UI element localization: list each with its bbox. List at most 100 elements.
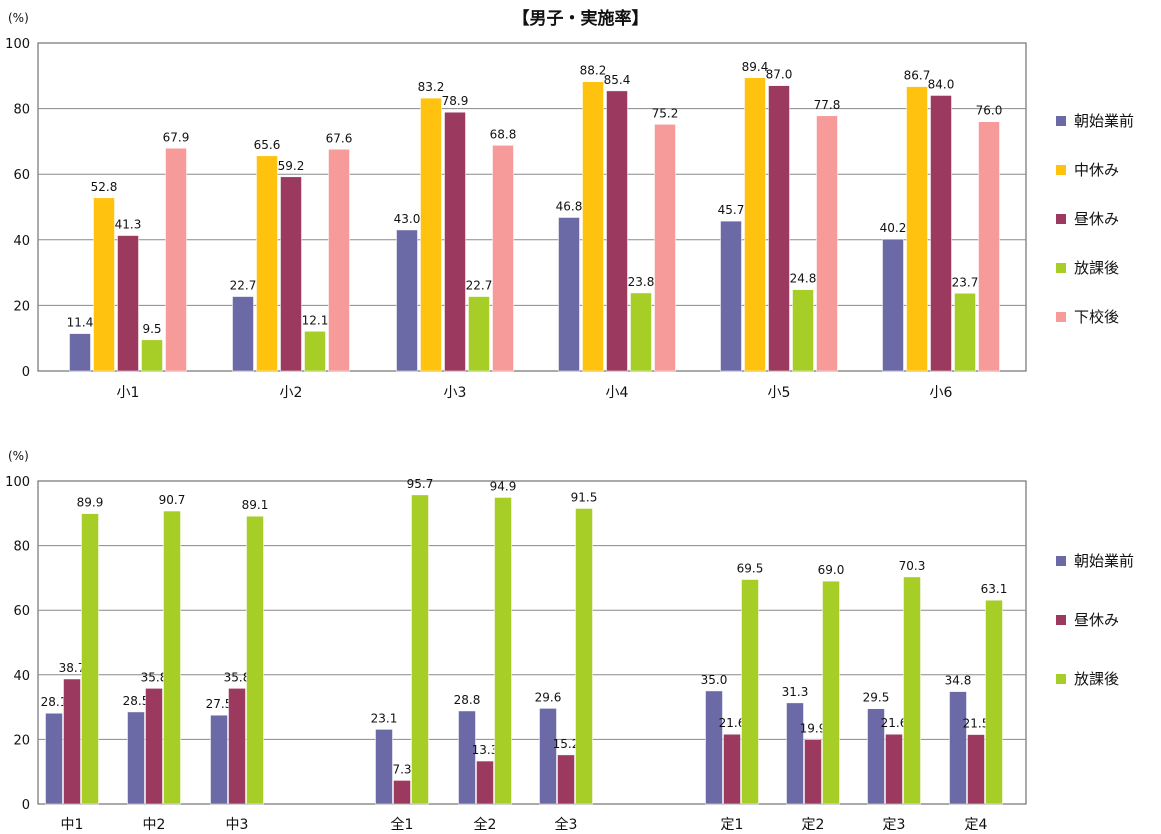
data-label-e5b08f2-e69c9de5a78be6a5ade5898d: 22.7 [230,279,257,293]
data-label-e585a81-e69c9de5a78be6a5ade5898d: 23.1 [371,711,398,725]
y-tick-label-0: 0 [22,365,30,380]
bar-e4b8ad2-e69c9de5a78be6a5ade5898d [127,711,145,805]
category-label-e5b08f2: 小2 [280,385,303,401]
bar-e4b8ad1-e69c9de5a78be6a5ade5898d [45,712,63,805]
bar-e585a81-e69c9de5a78be6a5ade5898d [375,729,393,805]
category-label-e5ae9a1: 定1 [721,817,744,833]
data-label-e5b08f4-e698bce4bc91e381bf: 85.4 [604,73,631,87]
data-label-e4b8ad3-e698bce4bc91e381bf: 35.8 [224,670,251,684]
category-label-e585a81: 全1 [391,816,414,833]
data-label-e5ae9a4-e698bce4bc91e381bf: 21.5 [963,717,990,731]
bar-e4b8ad3-e69c9de5a78be6a5ade5898d [210,714,228,805]
y-tick-label-60: 60 [13,604,30,619]
y-tick-label-80: 80 [13,540,30,555]
bar-e5ae9a2-e69c9de5a78be6a5ade5898d [786,702,804,805]
bar-e5b08f4-e4b88be6a0a1e5be8c [654,124,676,372]
bar-e5b08f1-e698bce4bc91e381bf [117,235,139,372]
data-label-e5ae9a4-e69c9de5a78be6a5ade5898d: 34.8 [945,674,972,688]
data-label-e5b08f6-e69c9de5a78be6a5ade5898d: 40.2 [880,221,907,235]
bar-e5b08f4-e4b8ade4bc91e381bf [582,81,604,372]
data-label-e5b08f4-e694bee8aab2e5be8c: 23.8 [628,275,655,289]
bar-e5b08f3-e4b8ade4bc91e381bf [420,97,442,372]
chart1: 0 20 40 60 80 100 (%) 小1 11.4 52.8 41.3 9.5 67.9 小2 22… [5,11,1134,401]
data-label-e5b08f2-e698bce4bc91e381bf: 59.2 [278,159,305,173]
bar-e585a83-e694bee8aab2e5be8c [575,508,593,805]
data-label-e5b08f5-e69c9de5a78be6a5ade5898d: 45.7 [718,203,745,217]
data-label-e5b08f3-e4b8ade4bc91e381bf: 83.2 [418,80,445,94]
bar-e5b08f2-e69c9de5a78be6a5ade5898d [232,296,254,372]
data-label-e5b08f4-e69c9de5a78be6a5ade5898d: 46.8 [556,199,583,213]
bar-e4b8ad1-e694bee8aab2e5be8c [81,513,99,805]
bar-e5b08f5-e4b8ade4bc91e381bf [744,77,766,372]
y-tick-label-40: 40 [13,669,30,684]
bar-e5ae9a4-e69c9de5a78be6a5ade5898d [949,691,967,805]
bar-e5b08f6-e4b88be6a0a1e5be8c [978,121,1000,372]
data-label-e5b08f6-e698bce4bc91e381bf: 84.0 [928,77,955,91]
data-label-e5b08f4-e4b88be6a0a1e5be8c: 75.2 [652,106,679,120]
data-label-e585a83-e694bee8aab2e5be8c: 91.5 [571,490,598,504]
legend-label-e4b8ade4bc91e381bf: 中休み [1074,161,1119,179]
data-label-e5b08f3-e69c9de5a78be6a5ade5898d: 43.0 [394,212,421,226]
legend-label-e4b88be6a0a1e5be8c: 下校後 [1074,308,1119,326]
bar-e5b08f2-e4b8ade4bc91e381bf [256,155,278,372]
legend-swatch-e4b8ade4bc91e381bf [1056,165,1066,175]
legend-swatch-e69c9de5a78be6a5ade5898d [1056,116,1066,126]
data-label-e5b08f1-e698bce4bc91e381bf: 41.3 [115,218,142,232]
bar-e5b08f4-e69c9de5a78be6a5ade5898d [558,217,580,372]
data-label-e4b8ad2-e694bee8aab2e5be8c: 90.7 [159,493,186,507]
data-label-e5b08f6-e4b88be6a0a1e5be8c: 76.0 [976,104,1003,118]
data-label-e4b8ad2-e69c9de5a78be6a5ade5898d: 28.5 [123,694,150,708]
y-tick-label-60: 60 [13,168,30,183]
data-label-e5ae9a2-e694bee8aab2e5be8c: 69.0 [818,563,845,577]
data-label-e5b08f2-e4b8ade4bc91e381bf: 65.6 [254,138,281,152]
bar-e585a83-e69c9de5a78be6a5ade5898d [539,708,557,805]
bar-e5ae9a1-e69c9de5a78be6a5ade5898d [705,690,723,805]
y-axis-unit: (%) [8,11,29,25]
category-label-e5b08f4: 小4 [606,385,629,401]
bar-e5b08f1-e694bee8aab2e5be8c [141,339,163,372]
bar-e585a83-e698bce4bc91e381bf [557,754,575,805]
data-label-e5b08f1-e69c9de5a78be6a5ade5898d: 11.4 [67,316,94,330]
category-label-e5ae9a3: 定3 [883,817,906,833]
bar-e585a82-e698bce4bc91e381bf [476,760,494,805]
bar-e5b08f6-e698bce4bc91e381bf [930,95,952,372]
data-label-e5b08f1-e4b8ade4bc91e381bf: 52.8 [91,180,118,194]
y-tick-label-20: 20 [13,299,30,314]
legend-label-e698bce4bc91e381bf: 昼休み [1074,611,1119,629]
bar-e585a82-e69c9de5a78be6a5ade5898d [458,710,476,805]
plot-area [37,480,1027,805]
category-label-e5ae9a4: 定4 [965,817,988,833]
data-label-e5ae9a1-e698bce4bc91e381bf: 21.6 [719,716,746,730]
data-label-e585a82-e694bee8aab2e5be8c: 94.9 [490,479,517,493]
category-label-e4b8ad1: 中1 [61,817,84,833]
bar-e5b08f2-e694bee8aab2e5be8c [304,331,326,372]
bar-e5b08f5-e694bee8aab2e5be8c [792,289,814,372]
category-label-e5ae9a2: 定2 [802,817,825,833]
data-label-e5ae9a3-e69c9de5a78be6a5ade5898d: 29.5 [863,691,890,705]
bar-e5b08f1-e4b88be6a0a1e5be8c [165,148,187,372]
y-axis-unit: (%) [8,449,29,463]
bar-e5b08f6-e694bee8aab2e5be8c [954,293,976,372]
bar-e585a81-e694bee8aab2e5be8c [411,494,429,805]
data-label-e5b08f1-e4b88be6a0a1e5be8c: 67.9 [163,130,190,144]
data-label-e585a83-e69c9de5a78be6a5ade5898d: 29.6 [535,690,562,704]
data-label-e5ae9a1-e69c9de5a78be6a5ade5898d: 35.0 [701,673,728,687]
legend-label-e69c9de5a78be6a5ade5898d: 朝始業前 [1074,112,1134,130]
legend-swatch-e4b88be6a0a1e5be8c [1056,312,1066,322]
category-label-e5b08f3: 小3 [444,385,467,401]
data-label-e5ae9a2-e69c9de5a78be6a5ade5898d: 31.3 [782,685,809,699]
bar-e5ae9a4-e698bce4bc91e381bf [967,734,985,805]
bar-e4b8ad3-e698bce4bc91e381bf [228,688,246,805]
data-label-e5b08f2-e694bee8aab2e5be8c: 12.1 [302,313,329,327]
category-label-e585a83: 全3 [555,816,578,833]
bar-e5b08f5-e69c9de5a78be6a5ade5898d [720,220,742,372]
bar-e5b08f6-e69c9de5a78be6a5ade5898d [882,238,904,372]
data-label-e4b8ad1-e698bce4bc91e381bf: 38.7 [59,661,86,675]
bar-e4b8ad1-e698bce4bc91e381bf [63,678,81,805]
bar-e5b08f1-e4b8ade4bc91e381bf [93,197,115,372]
data-label-e5b08f3-e4b88be6a0a1e5be8c: 68.8 [490,127,517,141]
category-label-e4b8ad3: 中3 [226,817,249,833]
bar-e5b08f3-e69c9de5a78be6a5ade5898d [396,229,418,372]
data-label-e5b08f5-e698bce4bc91e381bf: 87.0 [766,68,793,82]
bar-e5b08f6-e4b8ade4bc91e381bf [906,86,928,372]
